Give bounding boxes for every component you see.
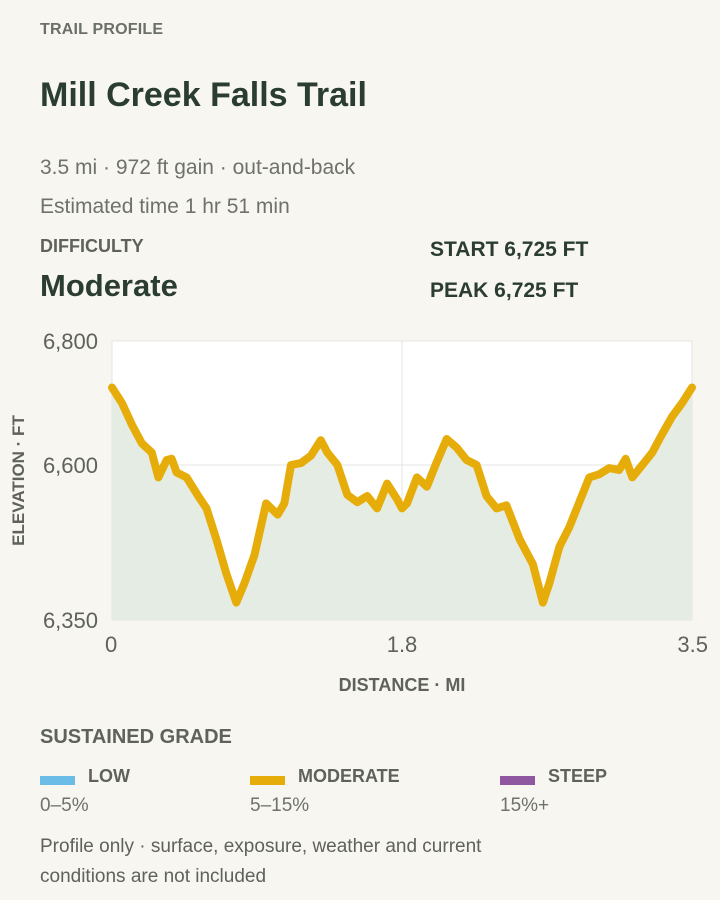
grade-name-low: LOW	[88, 766, 130, 786]
y-axis-label: ELEVATION · FT	[9, 415, 28, 546]
y-tick-label-1: 6,600	[43, 453, 98, 478]
grade-legend-item-steep: STEEP 15%+	[500, 766, 720, 826]
peak-elevation-stat: PEAK 6,725 FT	[430, 279, 579, 302]
x-tick-label-2: 3.5	[677, 632, 708, 657]
grade-swatch-moderate	[250, 776, 285, 785]
trail-summary: 3.5 mi · 972 ft gain · out-and-back	[40, 156, 356, 179]
grade-name-moderate: MODERATE	[298, 766, 400, 786]
grade-legend-item-moderate: MODERATE 5–15%	[250, 766, 470, 826]
trail-title: Mill Creek Falls Trail	[40, 76, 367, 114]
grade-legend-title: SUSTAINED GRADE	[40, 726, 232, 748]
grade-name-steep: STEEP	[548, 766, 608, 786]
x-axis-label: DISTANCE · MI	[339, 675, 466, 695]
grade-range-moderate: 5–15%	[250, 795, 310, 816]
x-tick-label-0: 0	[105, 632, 117, 657]
elevation-area-fill	[112, 387, 692, 620]
elevation-profile-chart: 6,350 6,600 6,800 0 1.8 3.5 DISTANCE · MI ELEVA…	[9, 329, 708, 695]
grade-range-steep: 15%+	[500, 795, 550, 816]
grade-range-low: 0–5%	[40, 795, 89, 816]
y-tick-label-0: 6,350	[43, 608, 98, 633]
start-elevation-stat: START 6,725 FT	[430, 238, 589, 261]
difficulty-label: DIFFICULTY	[40, 236, 144, 256]
estimated-time: Estimated time 1 hr 51 min	[40, 195, 290, 218]
y-tick-label-2: 6,800	[43, 329, 98, 354]
difficulty-value: Moderate	[40, 268, 178, 303]
elevation-profile-line	[108, 383, 696, 607]
grade-swatch-steep	[500, 776, 535, 785]
grade-swatch-low	[40, 776, 75, 785]
section-eyebrow: TRAIL PROFILE	[40, 21, 164, 38]
x-tick-label-1: 1.8	[387, 632, 418, 657]
profile-disclaimer: Profile only · surface, exposure, weathe…	[40, 836, 482, 887]
grade-legend-item-low: LOW 0–5%	[40, 766, 260, 826]
